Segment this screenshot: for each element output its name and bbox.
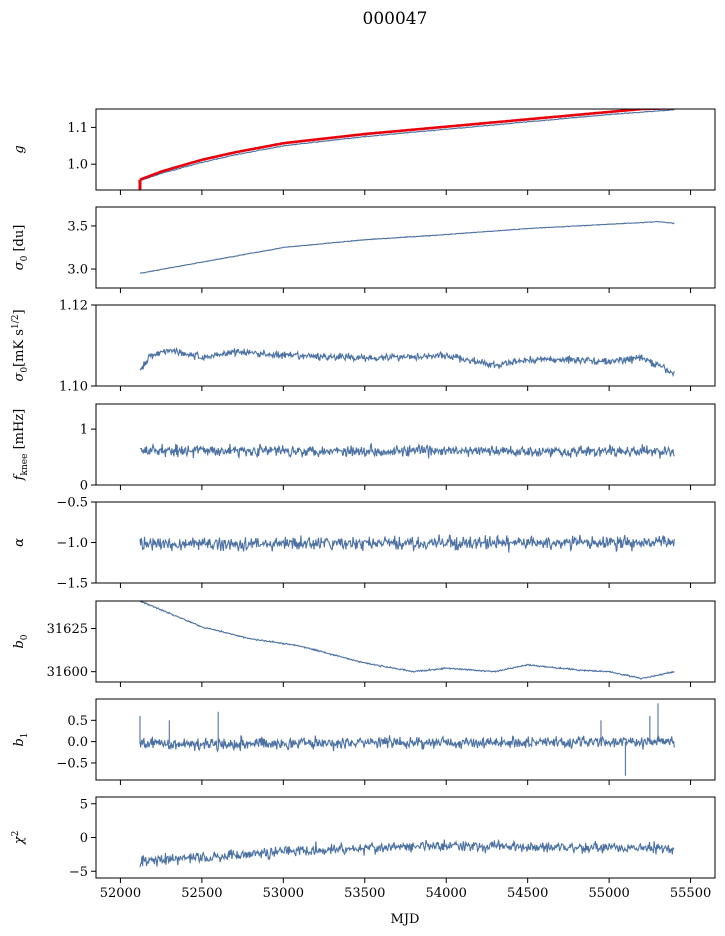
panel-1: 1.0 1.1 g <box>12 108 716 195</box>
axes-frame <box>95 108 716 191</box>
series-line <box>139 534 675 553</box>
x-tick-label: 55000 <box>588 886 629 901</box>
x-tick-label: 53500 <box>344 886 385 901</box>
reference-line <box>139 109 675 181</box>
panel-2: 3.0 3.5 σ0 [du] <box>12 206 716 293</box>
y-tick-label: 31625 <box>47 622 88 637</box>
axes-frame <box>95 304 716 387</box>
panel-7: −0.5 0.0 0.5 b1 <box>12 698 716 785</box>
axes-frame <box>95 206 716 289</box>
axes-frame <box>95 600 716 683</box>
series-line <box>139 838 675 868</box>
y-axis-label: α <box>12 538 27 547</box>
y-tick-label: 1 <box>80 423 88 438</box>
figure-title: 000047 <box>363 9 428 29</box>
y-tick-label: −1.5 <box>56 577 88 592</box>
y-tick-label: 31600 <box>47 665 88 680</box>
y-tick-label: −1.0 <box>56 536 88 551</box>
y-axis-label: b0 <box>12 634 30 648</box>
panel-8: −5 0 5 52000 52500 53000 53500 54000 54500 55000 5… <box>11 796 716 901</box>
x-tick-label: 52500 <box>181 886 222 901</box>
y-axis-label: σ0[mK s1/2] <box>11 309 30 381</box>
y-tick-label: 1.12 <box>59 299 88 314</box>
series-line <box>139 735 675 753</box>
y-tick-label: 0 <box>80 479 88 494</box>
y-tick-label: 0 <box>80 831 88 846</box>
x-tick-label: 52000 <box>100 886 141 901</box>
y-tick-label: 3.0 <box>67 263 88 278</box>
series-line <box>139 109 675 182</box>
x-tick-label: 54500 <box>507 886 548 901</box>
series-line <box>139 346 675 378</box>
panel-5: −1.5 −1.0 −0.5 α <box>12 496 716 592</box>
y-axis-label: χ2 <box>11 831 27 846</box>
panel-3: 1.10 1.12 σ0[mK s1/2] <box>11 299 716 395</box>
series-line <box>139 442 675 460</box>
y-axis-label: b1 <box>12 732 30 746</box>
x-tick-label: 53000 <box>263 886 304 901</box>
axes-frame <box>95 698 716 781</box>
x-tick-label: 55500 <box>670 886 711 901</box>
y-tick-label: 1.0 <box>67 158 88 173</box>
y-tick-label: 1.10 <box>59 380 88 395</box>
x-axis-label: MJD <box>391 912 420 927</box>
y-axis-label: fknee [mHz] <box>12 409 30 482</box>
axes-frame <box>95 403 716 486</box>
y-tick-label: −0.5 <box>56 756 88 771</box>
axes-frame <box>95 796 716 879</box>
y-tick-label: 0.5 <box>67 714 88 729</box>
y-axis-label: σ0 [du] <box>12 225 30 271</box>
y-tick-label: 1.1 <box>67 121 88 136</box>
y-tick-label: 0.0 <box>67 735 88 750</box>
series-line <box>139 601 675 680</box>
panel-4: 0 1 fknee [mHz] <box>12 403 716 494</box>
y-tick-label: −0.5 <box>56 496 88 511</box>
y-tick-label: 5 <box>80 797 88 812</box>
y-tick-label: 3.5 <box>67 219 88 234</box>
panels-container: 1.0 1.1 g 3.0 3.5 σ0 [du] 1.10 1.12 σ0[mK s1/2] 0… <box>11 108 716 901</box>
x-tick-label: 54000 <box>426 886 467 901</box>
series-line <box>139 220 675 274</box>
y-axis-label: g <box>12 145 27 153</box>
y-tick-label: −5 <box>69 865 88 880</box>
panel-6: 31600 31625 b0 <box>12 600 716 687</box>
